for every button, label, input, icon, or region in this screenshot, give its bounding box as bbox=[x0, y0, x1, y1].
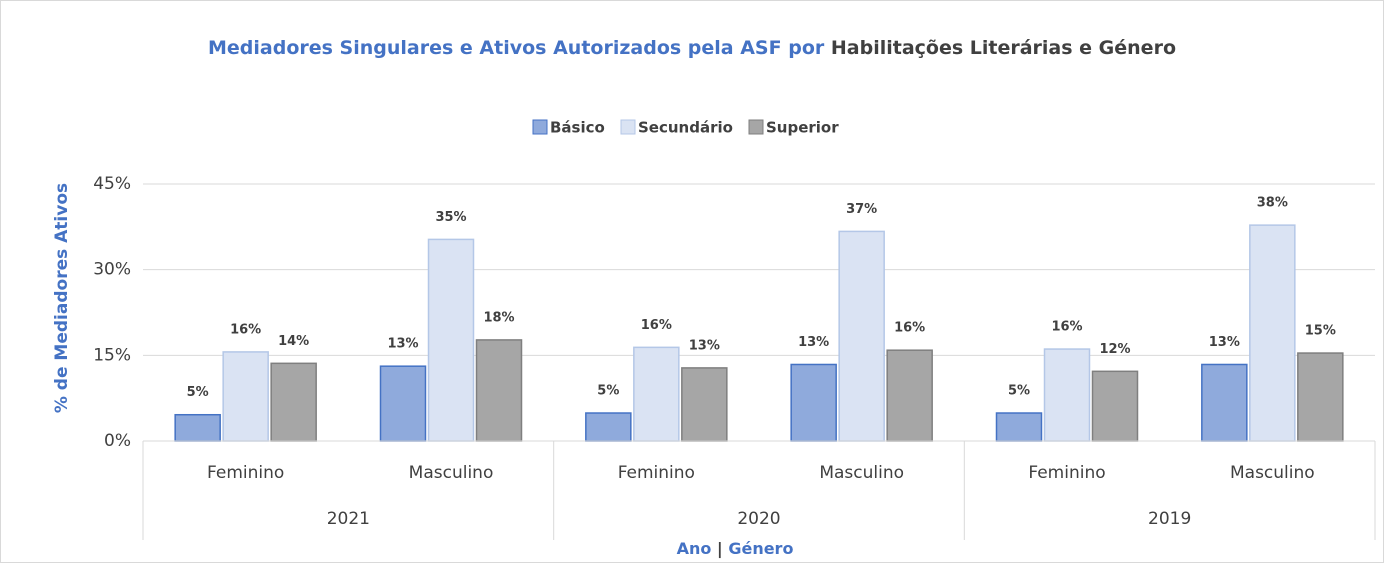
x-tick-label: Feminino bbox=[1028, 463, 1105, 483]
bar bbox=[1297, 352, 1344, 442]
legend-label: Básico bbox=[550, 119, 605, 137]
data-label: 5% bbox=[1008, 384, 1030, 399]
y-tick-label: 15% bbox=[93, 345, 131, 365]
bar bbox=[475, 339, 523, 442]
legend-swatch bbox=[748, 119, 764, 135]
x-label-part: | bbox=[717, 539, 723, 559]
bar bbox=[790, 363, 837, 442]
bar bbox=[270, 362, 317, 442]
legend-label: Secundário bbox=[638, 119, 733, 137]
data-label: 13% bbox=[798, 335, 829, 350]
data-label: 13% bbox=[1209, 335, 1240, 350]
x-tick-label: Feminino bbox=[207, 463, 284, 483]
data-label: 18% bbox=[483, 310, 514, 325]
title-part: Mediadores Singulares e Ativos Autorizad… bbox=[208, 37, 825, 59]
bar bbox=[174, 413, 221, 442]
legend-swatch bbox=[532, 119, 548, 135]
bar bbox=[222, 351, 269, 442]
bar bbox=[585, 412, 632, 442]
data-label: 15% bbox=[1305, 324, 1336, 339]
data-label: 37% bbox=[846, 202, 877, 217]
bar bbox=[1201, 363, 1248, 442]
data-label: 12% bbox=[1099, 342, 1130, 357]
x-tick-label: Feminino bbox=[618, 463, 695, 483]
bar bbox=[1043, 348, 1091, 442]
y-axis-label: % de Mediadores Ativos bbox=[52, 183, 72, 413]
bar bbox=[1091, 370, 1139, 442]
chart-title: Mediadores Singulares e Ativos Autorizad… bbox=[208, 37, 1176, 59]
data-label: 14% bbox=[278, 334, 309, 349]
data-label: 5% bbox=[187, 385, 209, 400]
x-label-part: Ano bbox=[677, 539, 712, 558]
bar bbox=[1249, 224, 1296, 442]
bar bbox=[995, 412, 1043, 442]
bar bbox=[633, 346, 680, 442]
x-tick-label: Masculino bbox=[409, 463, 494, 483]
bar bbox=[427, 238, 475, 442]
x-axis-label: Ano | Género bbox=[677, 539, 794, 559]
x-tick-label: Masculino bbox=[1230, 463, 1315, 483]
x-label-part: Género bbox=[728, 539, 793, 558]
bar bbox=[681, 367, 728, 442]
y-tick-label: 45% bbox=[93, 174, 131, 194]
data-label: 13% bbox=[689, 338, 720, 353]
data-label: 13% bbox=[387, 337, 418, 352]
x-tick-label: Masculino bbox=[819, 463, 904, 483]
data-label: 35% bbox=[435, 210, 466, 225]
data-label: 16% bbox=[641, 318, 672, 333]
y-tick-label: 0% bbox=[104, 431, 131, 451]
data-label: 16% bbox=[894, 321, 925, 336]
bar bbox=[379, 365, 427, 442]
legend-label: Superior bbox=[766, 119, 839, 137]
group-label: 2021 bbox=[327, 509, 370, 529]
group-label: 2019 bbox=[1148, 509, 1191, 529]
legend-swatch bbox=[620, 119, 636, 135]
bar bbox=[838, 230, 885, 442]
data-label: 16% bbox=[230, 322, 261, 337]
data-label: 38% bbox=[1257, 196, 1288, 211]
data-label: 5% bbox=[597, 384, 619, 399]
title-part: Habilitações Literárias e Género bbox=[831, 37, 1176, 59]
bar bbox=[886, 349, 933, 442]
y-tick-label: 30% bbox=[93, 260, 131, 280]
data-label: 16% bbox=[1051, 320, 1082, 335]
group-label: 2020 bbox=[737, 509, 780, 529]
